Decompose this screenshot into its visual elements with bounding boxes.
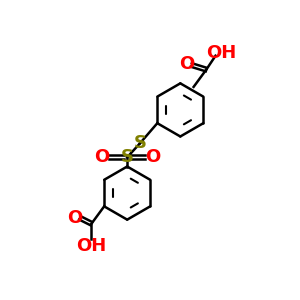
Text: S: S: [134, 134, 146, 152]
Text: S: S: [121, 148, 134, 166]
Text: OH: OH: [206, 44, 236, 62]
Text: O: O: [94, 148, 109, 166]
Text: O: O: [67, 209, 83, 227]
Text: O: O: [146, 148, 161, 166]
Text: OH: OH: [76, 237, 106, 255]
Text: O: O: [179, 55, 194, 73]
